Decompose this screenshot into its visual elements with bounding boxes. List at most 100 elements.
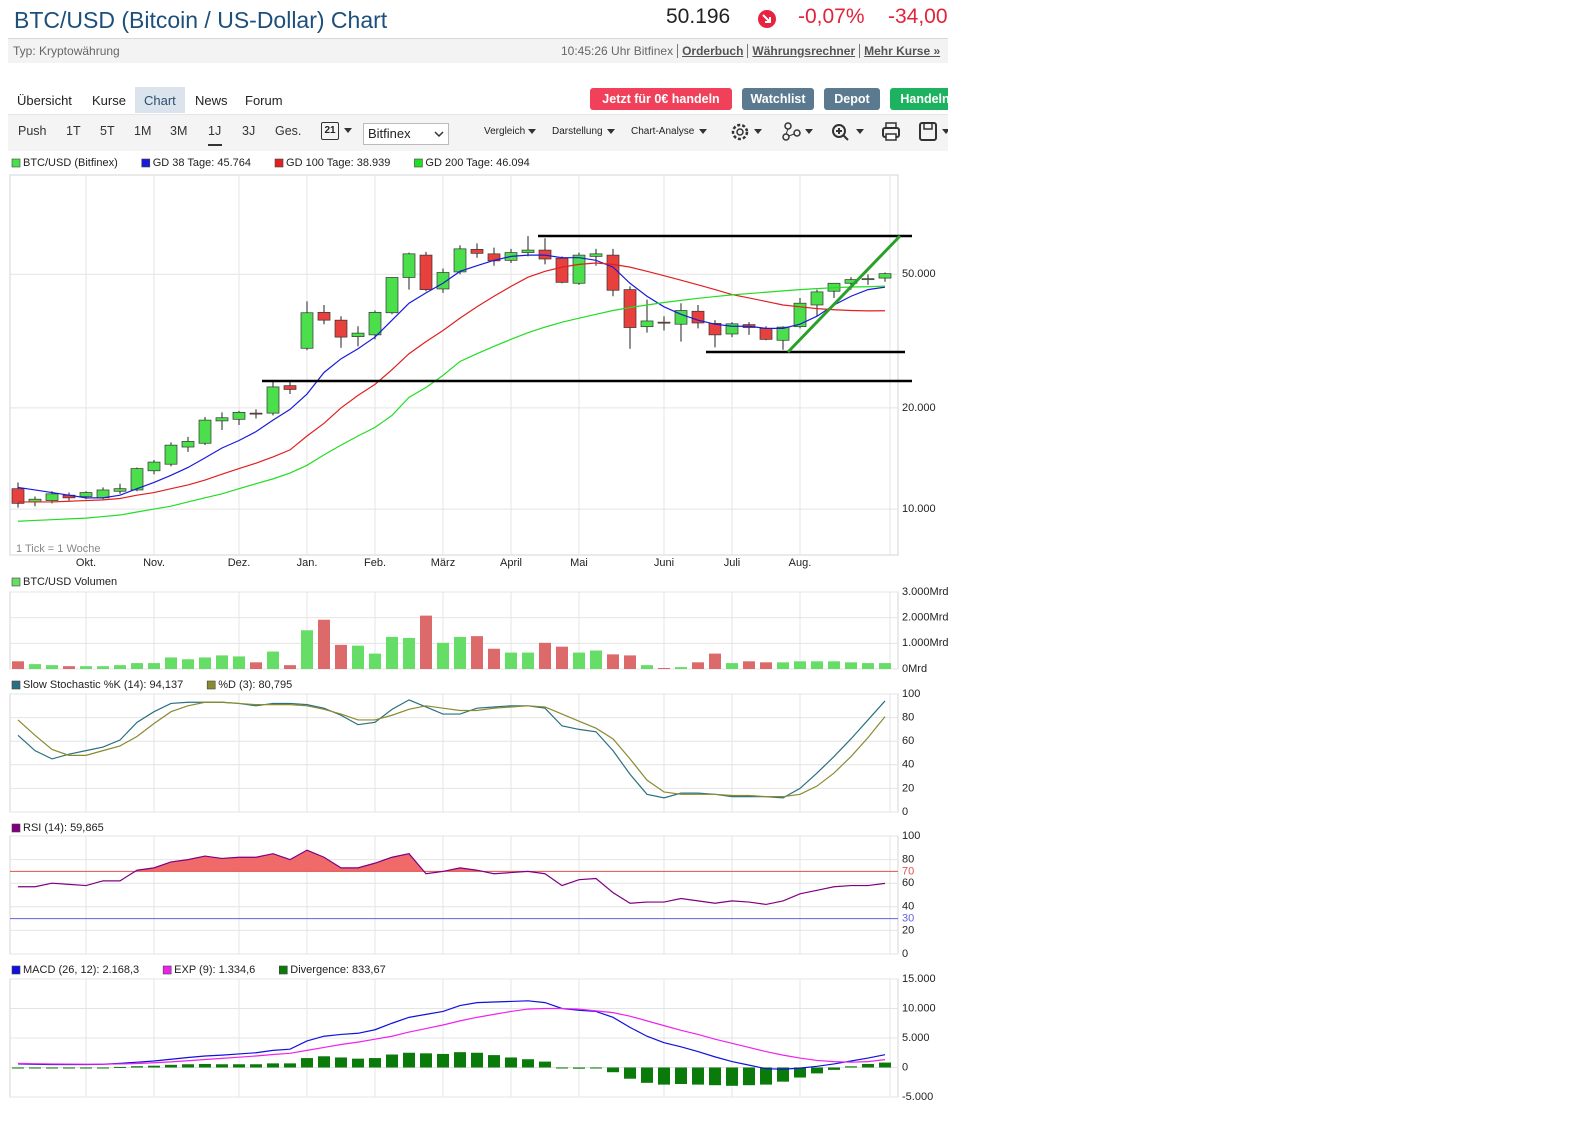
candle-body	[11, 488, 25, 504]
legend-label: Divergence: 833,67	[290, 964, 385, 976]
candle-body	[351, 332, 365, 337]
divergence-bar	[828, 1067, 840, 1070]
candle-body	[555, 257, 569, 283]
menu[interactable]: Chart-Analyse	[631, 126, 695, 137]
legend-label: GD 200 Tage: 46.094	[425, 157, 529, 169]
candle-body	[402, 253, 416, 278]
timestamp: 10:45:26 Uhr Bitfinex	[561, 44, 674, 58]
y-tick-label: 40	[902, 901, 914, 913]
candle-body	[708, 323, 722, 336]
menu[interactable]: Vergleich	[484, 126, 526, 137]
divergence-bar	[777, 1067, 789, 1082]
divergence-bar	[794, 1067, 806, 1078]
candle-body	[453, 248, 467, 273]
tab[interactable]: Kurse	[92, 93, 126, 108]
candle-body	[759, 328, 773, 340]
volume-bar	[692, 662, 704, 669]
candle-body	[334, 319, 348, 338]
volume-bar	[97, 666, 109, 669]
candle-body	[470, 248, 484, 254]
period[interactable]: 1T	[66, 124, 81, 138]
calendar-icon[interactable]: 21	[321, 122, 339, 140]
meta-links: 10:45:26 Uhr Bitfinex Orderbuch Währungsre…	[561, 44, 945, 58]
volume-bar	[386, 636, 398, 669]
period[interactable]: 3M	[170, 124, 188, 138]
period[interactable]: Ges.	[275, 124, 302, 138]
moving-average-line	[18, 262, 886, 503]
candle-body	[266, 386, 280, 414]
divergence-bar	[335, 1057, 347, 1068]
legend-swatch	[11, 680, 21, 690]
tab[interactable]: Chart	[144, 93, 176, 108]
y-tick-label: 100	[902, 830, 920, 842]
volume-bar	[522, 652, 534, 669]
candle-body	[640, 320, 654, 328]
divergence-bar	[114, 1066, 126, 1068]
divergence-bar	[675, 1067, 687, 1085]
watchlist-button[interactable]: Watchlist	[742, 88, 814, 110]
exchange-select[interactable]: Bitfinex	[363, 123, 449, 145]
candle-body	[249, 412, 263, 415]
handeln-button[interactable]: Handeln	[890, 88, 948, 110]
y-tick-label: 10.000	[902, 503, 936, 515]
menu[interactable]: Darstellung	[552, 126, 603, 137]
settings-icon[interactable]	[731, 123, 762, 141]
zoom-icon[interactable]	[832, 124, 864, 141]
volume-bar	[726, 663, 738, 669]
tab[interactable]: Forum	[245, 93, 283, 108]
candle-body	[606, 254, 620, 291]
period[interactable]: 5T	[100, 124, 115, 138]
indicator-icon[interactable]	[782, 122, 813, 141]
period[interactable]: 3J	[242, 124, 256, 138]
asset-type: Typ: Kryptowährung	[13, 44, 120, 58]
volume-bar	[658, 667, 670, 669]
moving-average-line	[17, 254, 886, 499]
legend-label: Slow Stochastic %K (14): 94,137	[23, 679, 183, 691]
app: 10.000 20.000 50.000 Okt. Nov. Dez. Jan. Feb. Mä…	[8, 5, 948, 1103]
depot-button[interactable]: Depot	[824, 88, 880, 110]
period[interactable]: 1M	[134, 124, 152, 138]
caret	[434, 131, 444, 138]
print-icon[interactable]	[882, 122, 900, 141]
volume-bar	[556, 646, 568, 669]
panel-frame	[9, 174, 899, 556]
x-tick-label: Nov.	[143, 557, 165, 569]
caret	[344, 128, 352, 133]
indicator-line	[17, 1000, 886, 1070]
divergence-bar	[29, 1067, 41, 1069]
save-icon[interactable]	[919, 122, 948, 141]
divergence-bar	[590, 1067, 602, 1069]
volume-bar	[369, 653, 381, 669]
candle-body	[164, 444, 178, 465]
caret	[607, 129, 615, 134]
candle-body	[691, 310, 705, 324]
candle-body	[283, 385, 297, 390]
moving-average-line	[17, 285, 886, 522]
y-tick-label: 15.000	[902, 973, 936, 985]
candle-body	[657, 321, 671, 324]
candle-body	[113, 488, 127, 492]
reference-label: 70	[902, 865, 914, 877]
tab[interactable]: Übersicht	[17, 93, 72, 108]
divergence-bar	[352, 1058, 364, 1068]
candle-body	[878, 273, 892, 279]
volume-bar	[216, 655, 228, 669]
period[interactable]: 1J	[208, 124, 222, 138]
period[interactable]: Push	[18, 124, 47, 138]
divergence-bar	[607, 1067, 619, 1073]
link[interactable]: Währungsrechner	[747, 44, 860, 58]
legend-label: BTC/USD (Bitfinex)	[23, 157, 118, 169]
legend-label: BTC/USD Volumen	[23, 576, 117, 588]
divergence-bar	[284, 1063, 296, 1068]
trade-button[interactable]: Jetzt für 0€ handeln	[590, 88, 732, 110]
link[interactable]: Mehr Kurse »	[859, 44, 945, 58]
link[interactable]: Orderbuch	[677, 44, 748, 58]
divergence-bar	[658, 1067, 670, 1085]
tab[interactable]: News	[195, 93, 228, 108]
volume-bar	[318, 619, 330, 669]
legend-label: EXP (9): 1.334,6	[174, 964, 255, 976]
legend-swatch	[141, 158, 151, 168]
volume-bar	[590, 650, 602, 669]
volume-bar	[250, 662, 262, 669]
legend-swatch	[206, 680, 216, 690]
